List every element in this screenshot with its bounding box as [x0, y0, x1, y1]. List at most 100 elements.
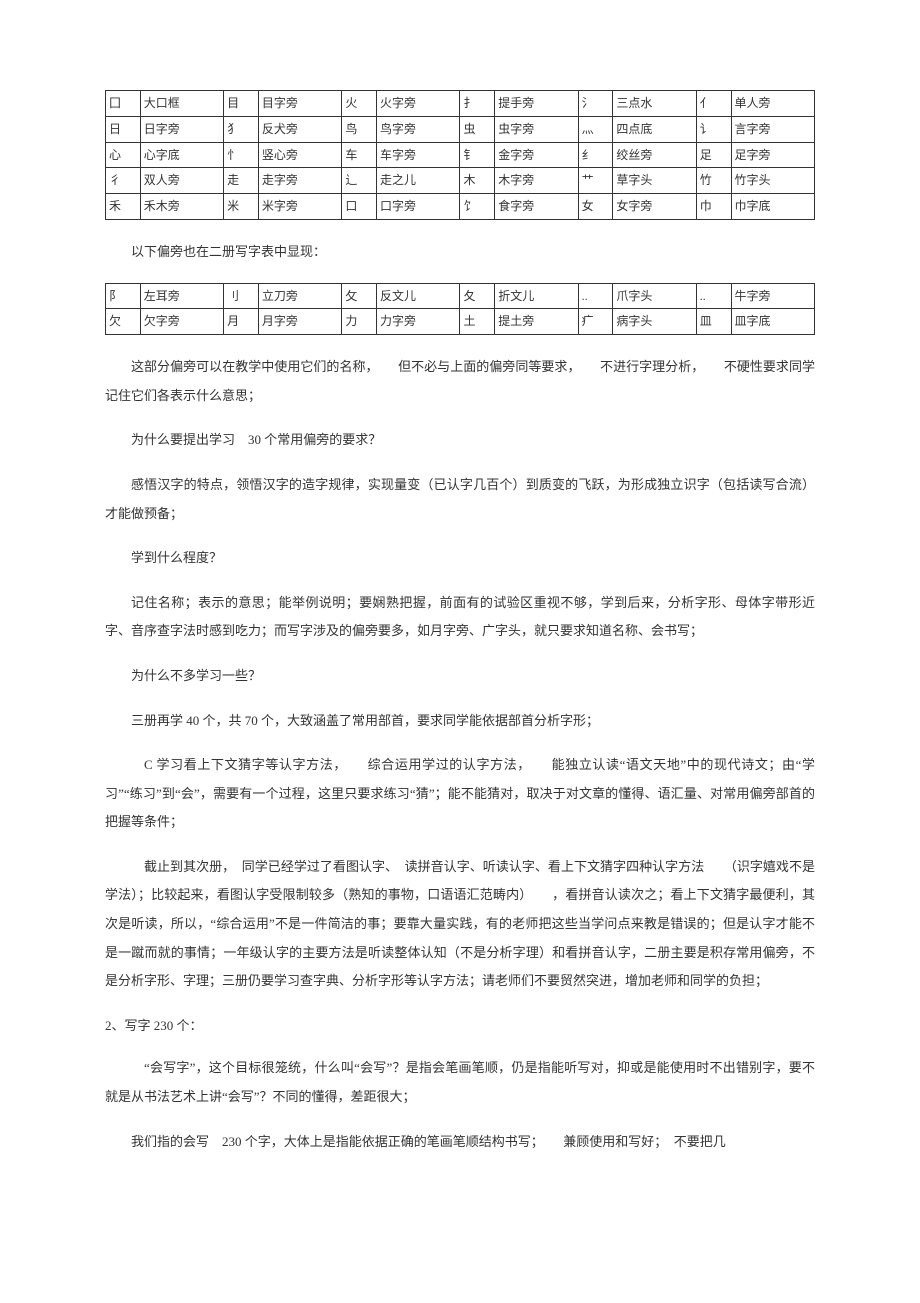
- radical-name: 足字旁: [731, 142, 815, 168]
- radical-name: 反犬旁: [258, 116, 341, 142]
- table-row: 囗大口框目目字旁火火字旁扌提手旁氵三点水亻单人旁: [106, 91, 815, 117]
- paragraph-7: 三册再学 40 个，共 70 个，大致涵盖了常用部首，要求同学能依据部首分析字形…: [105, 707, 815, 736]
- radical-name: 鸟字旁: [377, 116, 460, 142]
- radical-symbol: 走: [224, 168, 259, 194]
- radical-name: 食字旁: [495, 194, 578, 220]
- radical-name: 心字底: [140, 142, 223, 168]
- table-row: 禾禾木旁米米字旁口口字旁饣食字旁女女字旁巾巾字底: [106, 194, 815, 220]
- radical-symbol: 车: [342, 142, 377, 168]
- radical-symbol: 火: [342, 91, 377, 117]
- radical-name: 禾木旁: [140, 194, 223, 220]
- paragraph-8: C 学习看上下文猜字等认字方法， 综合运用学过的认字方法， 能独立认读“语文天地…: [105, 751, 815, 837]
- radical-symbol: 女: [578, 194, 613, 220]
- radical-name: 病字头: [613, 309, 696, 335]
- radical-name: 三点水: [613, 91, 696, 117]
- radical-symbol: ..: [578, 283, 613, 309]
- radical-symbol: 艹: [578, 168, 613, 194]
- table-row: 日日字旁犭反犬旁鸟鸟字旁虫虫字旁灬四点底讠言字旁: [106, 116, 815, 142]
- paragraph-9: 截止到其次册， 同学已经学过了看图认字、 读拼音认字、听读认字、看上下文猜字四种…: [105, 853, 815, 996]
- radical-name: 折文儿: [495, 283, 578, 309]
- radical-name: 绞丝旁: [613, 142, 696, 168]
- radical-name: 车字旁: [377, 142, 460, 168]
- radical-symbol: 目: [224, 91, 259, 117]
- table-row: 心心字底忄竖心旁车车字旁钅金字旁纟绞丝旁足足字旁: [106, 142, 815, 168]
- radical-symbol: 犭: [224, 116, 259, 142]
- radical-name: 提土旁: [495, 309, 578, 335]
- question-2: 学到什么程度？: [105, 544, 815, 573]
- question-3: 为什么不多学习一些？: [105, 662, 815, 691]
- radical-symbol: 攵: [342, 283, 377, 309]
- radical-symbol: 彳: [106, 168, 141, 194]
- radical-name: 爪字头: [613, 283, 696, 309]
- paragraph-10: “会写字”，这个目标很笼统，什么叫“会写”？是指会笔画笔顺，仍是指能听写对，抑或…: [105, 1054, 815, 1111]
- radical-name: 反文儿: [377, 283, 460, 309]
- radical-symbol: 夂: [460, 283, 495, 309]
- radical-symbol: 月: [224, 309, 259, 335]
- radicals-table-1: 囗大口框目目字旁火火字旁扌提手旁氵三点水亻单人旁日日字旁犭反犬旁鸟鸟字旁虫虫字旁…: [105, 90, 815, 220]
- radical-name: 米字旁: [258, 194, 341, 220]
- radical-symbol: 纟: [578, 142, 613, 168]
- radical-symbol: 亻: [696, 91, 731, 117]
- radical-name: 竖心旁: [258, 142, 341, 168]
- radical-name: 竹字头: [731, 168, 815, 194]
- radical-symbol: 讠: [696, 116, 731, 142]
- radical-name: 立刀旁: [258, 283, 341, 309]
- radical-name: 欠字旁: [140, 309, 223, 335]
- radical-name: 大口框: [140, 91, 223, 117]
- radical-symbol: 饣: [460, 194, 495, 220]
- radical-symbol: 虫: [460, 116, 495, 142]
- radical-symbol: 扌: [460, 91, 495, 117]
- radical-symbol: 辶: [342, 168, 377, 194]
- radical-name: 言字旁: [731, 116, 815, 142]
- radical-symbol: 疒: [578, 309, 613, 335]
- section-2-heading: 2、写字 230 个：: [105, 1012, 815, 1041]
- radical-symbol: 米: [224, 194, 259, 220]
- radical-name: 力字旁: [377, 309, 460, 335]
- radical-symbol: 灬: [578, 116, 613, 142]
- radical-symbol: 口: [342, 194, 377, 220]
- radical-symbol: 鸟: [342, 116, 377, 142]
- radical-name: 金字旁: [495, 142, 578, 168]
- radical-symbol: 竹: [696, 168, 731, 194]
- radical-name: 火字旁: [377, 91, 460, 117]
- radicals-table-2: 阝左耳旁刂立刀旁攵反文儿夂折文儿..爪字头..牛字旁欠欠字旁月月字旁力力字旁土提…: [105, 283, 815, 336]
- radical-name: 牛字旁: [731, 283, 815, 309]
- radical-name: 提手旁: [495, 91, 578, 117]
- radical-name: 草字头: [613, 168, 696, 194]
- radical-name: 单人旁: [731, 91, 815, 117]
- radical-symbol: 足: [696, 142, 731, 168]
- radical-name: 巾字底: [731, 194, 815, 220]
- radical-name: 木字旁: [495, 168, 578, 194]
- radical-symbol: 日: [106, 116, 141, 142]
- radical-name: 走字旁: [258, 168, 341, 194]
- radical-symbol: 心: [106, 142, 141, 168]
- radical-name: 口字旁: [377, 194, 460, 220]
- radical-symbol: 欠: [106, 309, 141, 335]
- radical-symbol: ..: [696, 283, 731, 309]
- radical-symbol: 皿: [696, 309, 731, 335]
- radical-name: 日字旁: [140, 116, 223, 142]
- radical-symbol: 氵: [578, 91, 613, 117]
- radical-symbol: 阝: [106, 283, 141, 309]
- radical-name: 双人旁: [140, 168, 223, 194]
- table-row: 欠欠字旁月月字旁力力字旁土提土旁疒病字头皿皿字底: [106, 309, 815, 335]
- radical-symbol: 刂: [224, 283, 259, 309]
- paragraph-1: 这部分偏旁可以在教学中使用它们的名称， 但不必与上面的偏旁同等要求， 不进行字理…: [105, 353, 815, 410]
- paragraph-3: 感悟汉字的特点，领悟汉字的造字规律，实现量变（已认字几百个）到质变的飞跃，为形成…: [105, 471, 815, 528]
- radical-name: 虫字旁: [495, 116, 578, 142]
- radical-symbol: 巾: [696, 194, 731, 220]
- radical-symbol: 力: [342, 309, 377, 335]
- question-1: 为什么要提出学习 30 个常用偏旁的要求？: [105, 426, 815, 455]
- radical-name: 皿字底: [731, 309, 815, 335]
- radical-symbol: 木: [460, 168, 495, 194]
- paragraph-5: 记住名称；表示的意思；能举例说明；要娴熟把握，前面有的试验区重视不够，学到后来，…: [105, 589, 815, 646]
- radical-name: 月字旁: [258, 309, 341, 335]
- radical-symbol: 忄: [224, 142, 259, 168]
- paragraph-11: 我们指的会写 230 个字，大体上是指能依据正确的笔画笔顺结构书写； 兼顾使用和…: [105, 1128, 815, 1157]
- radical-name: 女字旁: [613, 194, 696, 220]
- intro-second-table: 以下偏旁也在二册写字表中显现：: [105, 238, 815, 267]
- radical-symbol: 钅: [460, 142, 495, 168]
- radical-name: 目字旁: [258, 91, 341, 117]
- radical-name: 左耳旁: [140, 283, 223, 309]
- radical-name: 四点底: [613, 116, 696, 142]
